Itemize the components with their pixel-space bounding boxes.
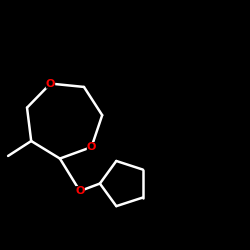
Text: O: O [46, 78, 55, 88]
Text: O: O [75, 186, 85, 196]
Text: O: O [87, 142, 96, 152]
